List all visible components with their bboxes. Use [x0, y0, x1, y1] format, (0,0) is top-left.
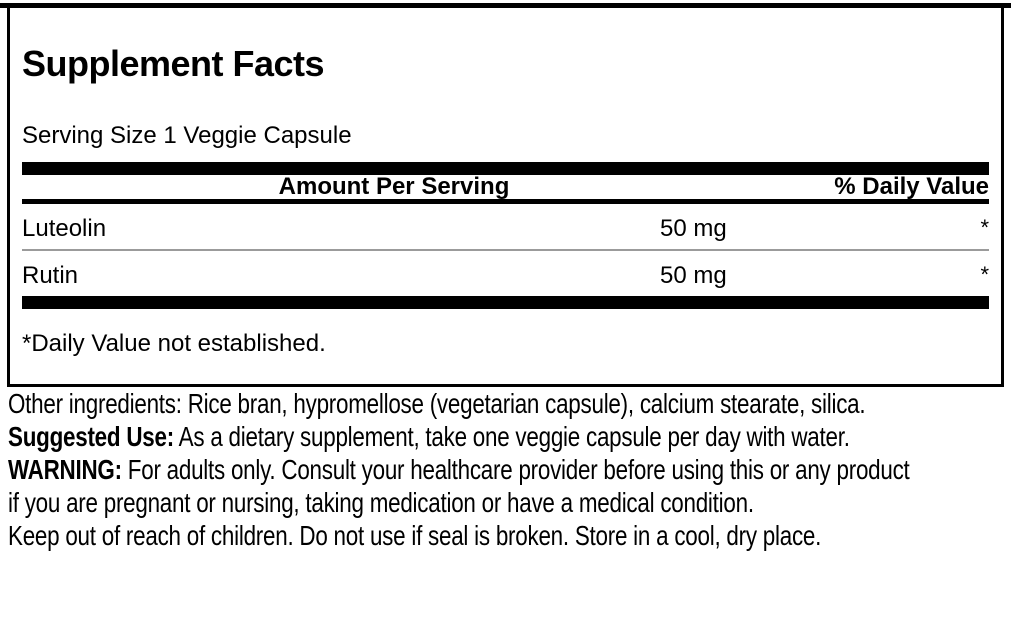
warning-text: WARNING: For adults only. Consult your h…	[8, 453, 1011, 519]
storage-caution-text: Keep out of reach of children. Do not us…	[8, 520, 822, 551]
separator-bar-medium	[22, 199, 989, 205]
ingredient-name: Rutin	[22, 262, 79, 290]
daily-value-cell: *	[980, 215, 989, 241]
suggested-use-label: Suggested Use:	[8, 421, 174, 452]
daily-value-footnote: *Daily Value not established.	[22, 330, 326, 358]
amount-per-serving-header: Amount Per Serving	[278, 173, 510, 201]
label-notes: Other ingredients: Rice bran, hypromello…	[0, 387, 1011, 552]
row-divider	[22, 249, 989, 252]
separator-bar-thick-top	[22, 162, 989, 176]
ingredient-amount: 50 mg	[660, 262, 727, 290]
other-ingredients-text: Other ingredients: Rice bran, hypromello…	[8, 388, 866, 419]
daily-value-header: % Daily Value	[834, 173, 989, 201]
warning-body: For adults only. Consult your healthcare…	[8, 454, 910, 518]
ingredient-amount: 50 mg	[660, 215, 727, 243]
suggested-use-body: As a dietary supplement, take one veggie…	[173, 421, 850, 452]
warning-label: WARNING:	[8, 454, 122, 485]
ingredient-row: Luteolin 50 mg *	[22, 204, 989, 249]
ingredient-name: Luteolin	[22, 215, 107, 243]
column-headers: Amount Per Serving % Daily Value	[22, 175, 989, 199]
supplement-facts-panel: Supplement Facts Serving Size 1 Veggie C…	[7, 8, 1004, 387]
suggested-use-text: Suggested Use: As a dietary supplement, …	[8, 420, 1011, 453]
separator-bar-thick-bottom	[22, 296, 989, 310]
top-border-rule	[0, 3, 1011, 8]
serving-size: Serving Size 1 Veggie Capsule	[22, 121, 352, 149]
daily-value-cell: *	[980, 262, 989, 288]
panel-title: Supplement Facts	[22, 43, 325, 84]
ingredient-row: Rutin 50 mg *	[22, 251, 989, 296]
